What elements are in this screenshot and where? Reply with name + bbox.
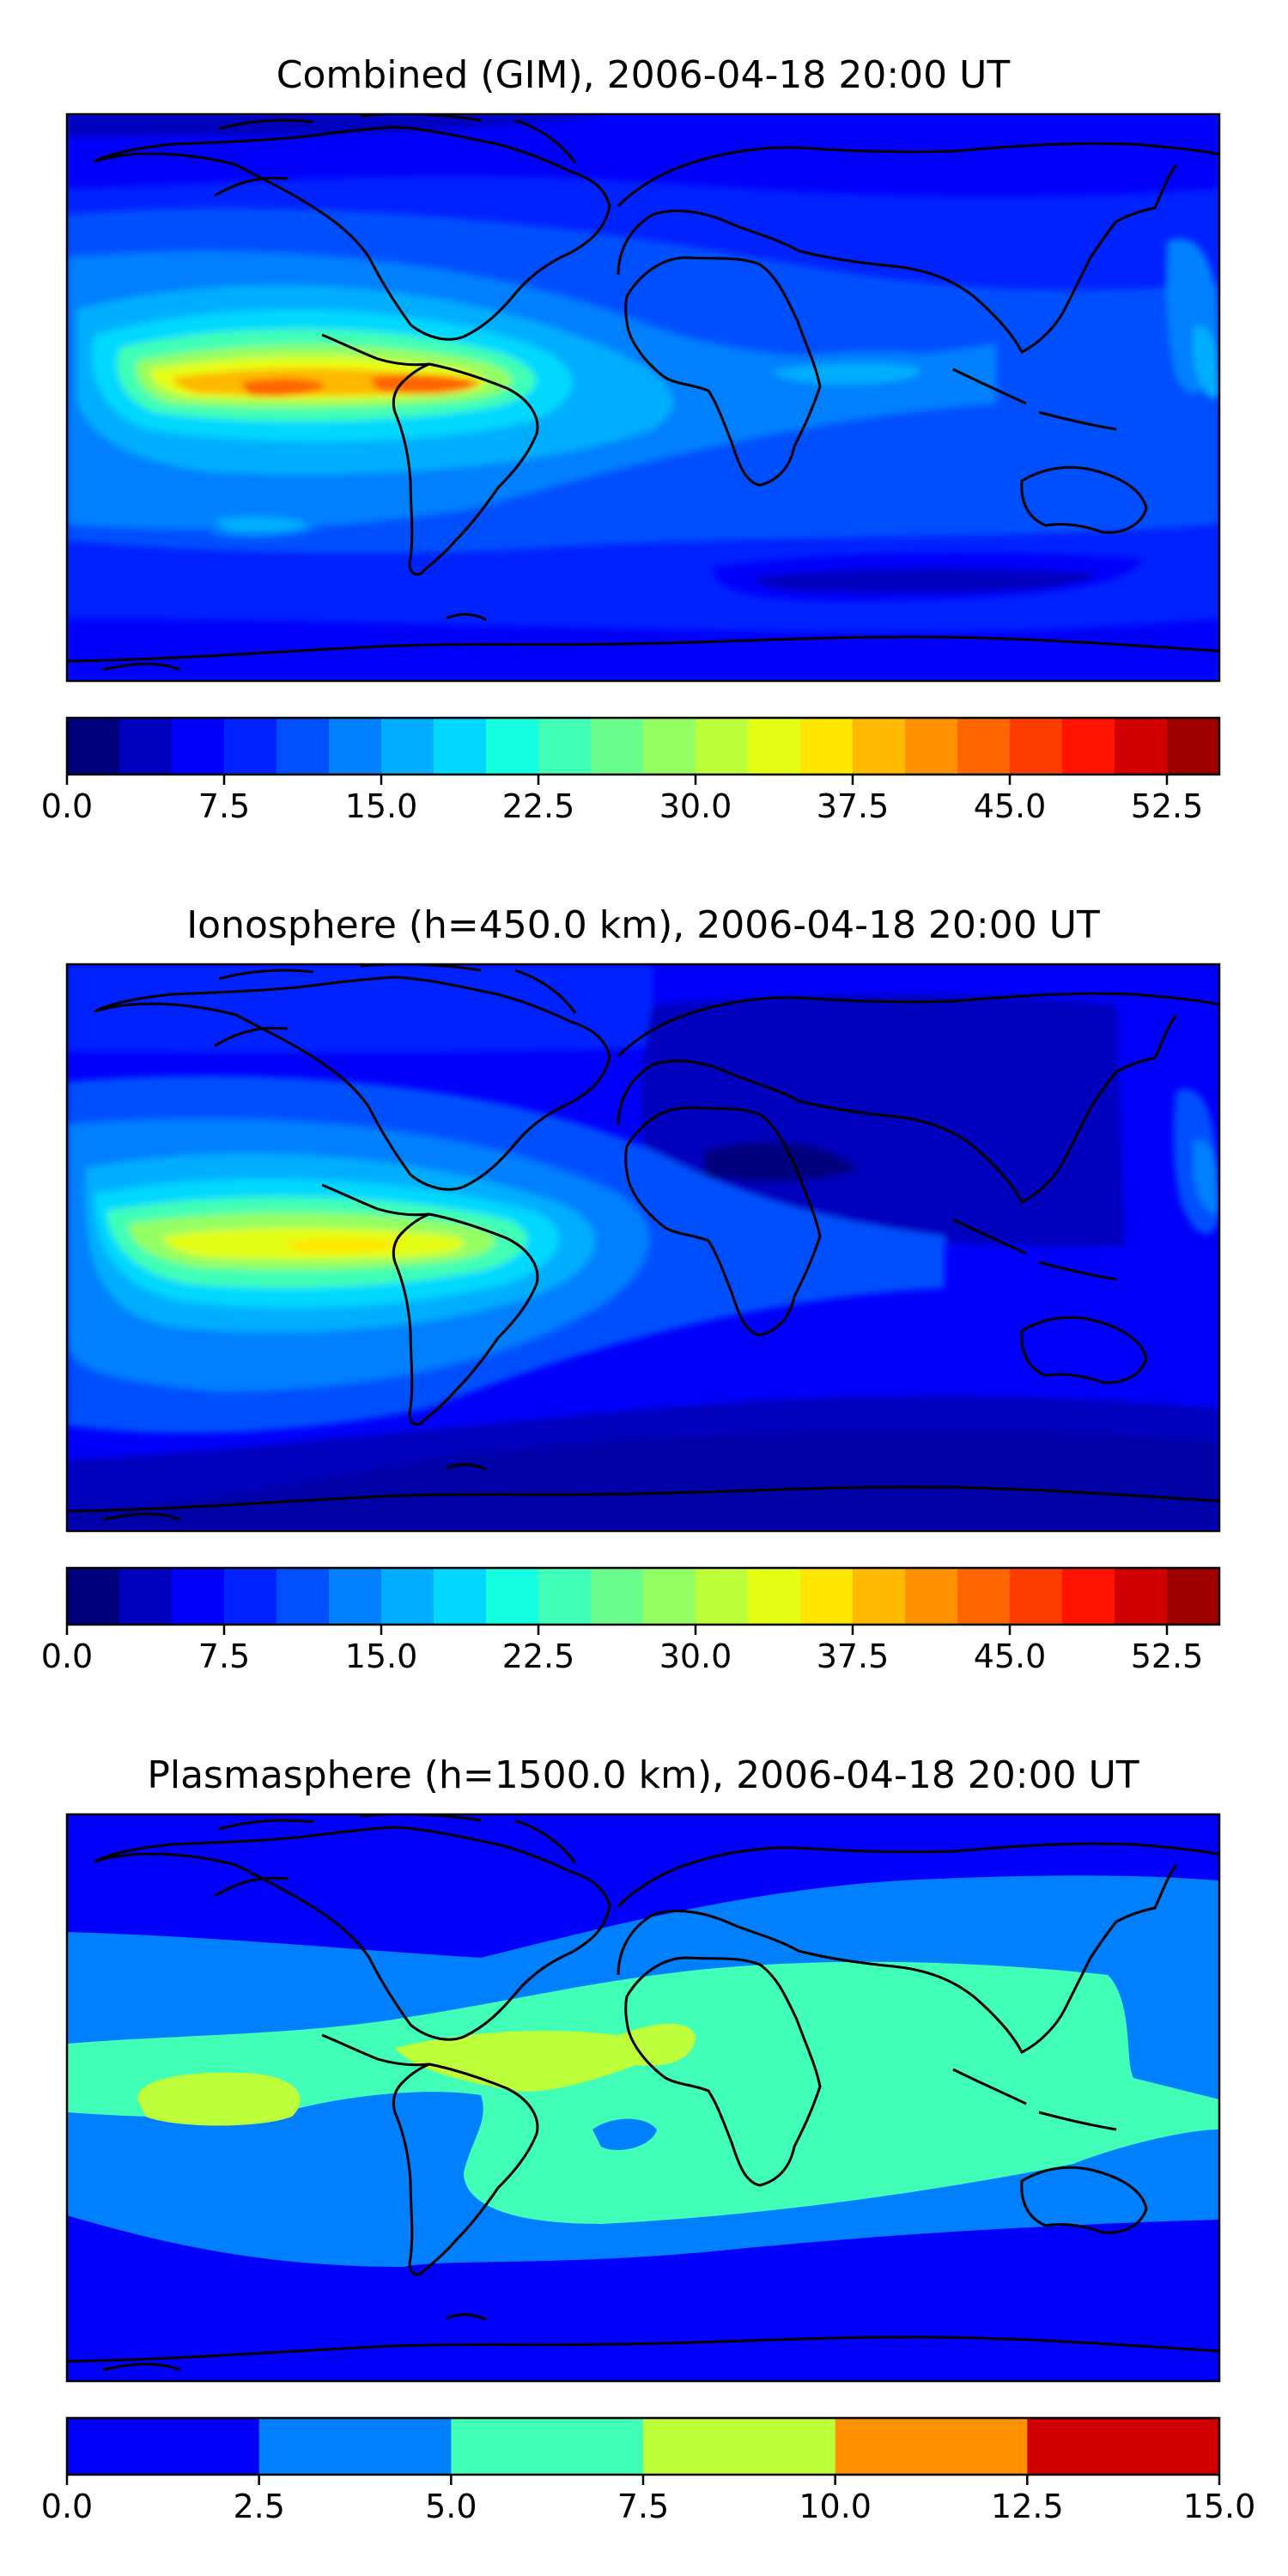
colorbar-tick-label: 52.5 [1131, 1637, 1204, 1675]
colorbar-tick-label: 15.0 [345, 1637, 418, 1675]
colorbar-segment [538, 1568, 592, 1625]
colorbar-segment [258, 2418, 452, 2475]
colorbar-segment [1062, 718, 1115, 775]
map-plasmasphere [67, 1814, 1219, 2381]
panel-title-ionosphere: Ionosphere (h=450.0 km), 2006-04-18 20:0… [186, 903, 1100, 947]
panel-title-combined: Combined (GIM), 2006-04-18 20:00 UT [276, 53, 1011, 97]
colorbar-segment [1010, 718, 1063, 775]
colorbar-tick-label: 30.0 [659, 1637, 732, 1675]
colorbar-combined: 0.0 7.5 15.0 22.5 30.0 37.5 45.0 52.5 [41, 716, 1221, 825]
colorbar-tick-label: 45.0 [974, 1637, 1047, 1675]
colorbar-segment [1167, 1568, 1220, 1625]
colorbar-frame [65, 716, 1221, 776]
colorbar-segment [643, 718, 696, 775]
colorbar-segment [853, 718, 906, 775]
colorbar-segment [591, 718, 644, 775]
colorbar-segment [1115, 1568, 1168, 1625]
colorbar-segment [1027, 2418, 1220, 2475]
colorbar-tick-label: 15.0 [1183, 2488, 1256, 2525]
colorbar-segment [67, 2418, 260, 2475]
colorbar-segment [835, 2418, 1028, 2475]
colorbar-segment [486, 718, 539, 775]
colorbar-segment [119, 1568, 173, 1625]
colorbar-segment [1167, 718, 1220, 775]
colorbar-segment [172, 1568, 225, 1625]
colorbar-tick-label: 45.0 [974, 787, 1047, 825]
colorbar-tick-label: 5.0 [425, 2488, 477, 2525]
panel-title-plasmasphere: Plasmasphere (h=1500.0 km), 2006-04-18 2… [147, 1753, 1139, 1797]
colorbar-segment [329, 1568, 382, 1625]
colorbar-plasmasphere: 0.0 2.5 5.0 7.5 10.0 12.5 15.0 [41, 2416, 1256, 2525]
colorbar-segment [67, 1568, 120, 1625]
panel-plasmasphere: Plasmasphere (h=1500.0 km), 2006-04-18 2… [41, 1753, 1256, 2525]
colorbar-segment [276, 1568, 330, 1625]
colorbar-segment [329, 718, 382, 775]
panel-ionosphere: Ionosphere (h=450.0 km), 2006-04-18 20:0… [41, 903, 1221, 1675]
colorbar-tick-label: 0.0 [41, 787, 93, 825]
map-ionosphere [67, 964, 1219, 1531]
colorbar-tick-label: 0.0 [41, 2488, 93, 2525]
colorbar-tick-label: 2.5 [233, 2488, 284, 2525]
colorbar-segment [486, 1568, 539, 1625]
colorbar-tick-label: 10.0 [799, 2488, 872, 2525]
colorbar-tick-label: 30.0 [659, 787, 732, 825]
colorbar-tick-label: 0.0 [41, 1637, 93, 1675]
colorbar-segment [643, 2418, 836, 2475]
colorbar-segment [591, 1568, 644, 1625]
colorbar-segment [800, 1568, 854, 1625]
colorbar-segment [172, 718, 225, 775]
colorbar-segment [434, 1568, 487, 1625]
colorbar-segment [224, 718, 277, 775]
colorbar-tick-label: 52.5 [1131, 787, 1204, 825]
colorbar-tick-label: 15.0 [345, 787, 418, 825]
colorbar-segment [905, 718, 958, 775]
colorbar-segment [853, 1568, 906, 1625]
colorbar-tick-label: 37.5 [817, 787, 890, 825]
colorbar-segment [381, 1568, 434, 1625]
colorbar-segment [643, 1568, 696, 1625]
colorbar-segment [67, 718, 120, 775]
colorbar-tick-label: 7.5 [198, 787, 250, 825]
colorbar-segment [696, 1568, 749, 1625]
colorbar-segment [957, 718, 1011, 775]
colorbar-segment [1115, 718, 1168, 775]
colorbar-segment [905, 1568, 958, 1625]
colorbar-segment [224, 1568, 277, 1625]
colorbar-segment [696, 718, 749, 775]
colorbar-segment [1010, 1568, 1063, 1625]
colorbar-tick-label: 22.5 [502, 787, 575, 825]
colorbar-segment [748, 718, 801, 775]
colorbar-segment [538, 718, 592, 775]
colorbar-tick-label: 37.5 [817, 1637, 890, 1675]
colorbar-segment [276, 718, 330, 775]
colorbar-segment [451, 2418, 644, 2475]
colorbar-ionosphere: 0.0 7.5 15.0 22.5 30.0 37.5 45.0 52.5 [41, 1566, 1221, 1675]
colorbar-segment [957, 1568, 1011, 1625]
map-frame [65, 112, 1221, 683]
colorbar-segment [381, 718, 434, 775]
colorbar-frame [65, 1566, 1221, 1626]
panel-combined: Combined (GIM), 2006-04-18 20:00 UT [41, 53, 1221, 825]
colorbar-tick-label: 12.5 [991, 2488, 1064, 2525]
colorbar-segment [800, 718, 854, 775]
map-frame [65, 1813, 1221, 2383]
colorbar-tick-label: 22.5 [502, 1637, 575, 1675]
colorbar-tick-label: 7.5 [617, 2488, 669, 2525]
map-combined [67, 114, 1219, 681]
colorbar-segment [434, 718, 487, 775]
map-frame [65, 963, 1221, 1533]
colorbar-segment [119, 718, 173, 775]
colorbar-tick-label: 7.5 [198, 1637, 250, 1675]
colorbar-segment [748, 1568, 801, 1625]
colorbar-segment [1062, 1568, 1115, 1625]
